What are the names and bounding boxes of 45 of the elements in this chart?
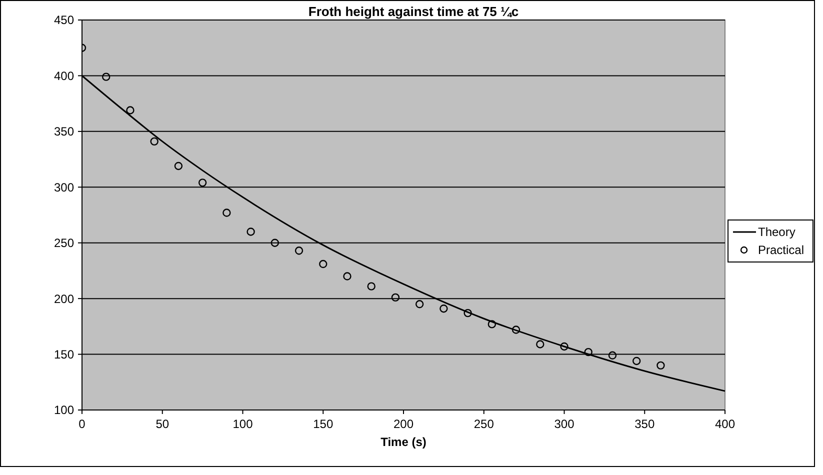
point [584, 348, 592, 356]
point [246, 228, 255, 236]
y-tick-label: 350 [54, 124, 74, 139]
point [536, 340, 544, 348]
point [560, 342, 568, 351]
y-tick-label: 450 [54, 13, 74, 28]
point [102, 72, 110, 81]
point [656, 361, 665, 370]
x-tick-label: 250 [474, 417, 494, 431]
point [343, 272, 352, 280]
point [270, 238, 279, 247]
point [294, 246, 304, 255]
y-tick-label: 400 [54, 68, 74, 83]
point [440, 304, 448, 313]
point [222, 208, 231, 217]
x-tick-label: 300 [554, 417, 575, 431]
x-tick-label: 400 [714, 417, 736, 431]
x-tick-label: 350 [634, 417, 655, 431]
point [174, 162, 183, 170]
point [488, 320, 496, 328]
x-tick-label: 100 [232, 417, 254, 431]
point [391, 293, 400, 302]
point [415, 300, 424, 308]
point [150, 137, 158, 146]
x-tick-label: 50 [156, 417, 170, 431]
point [608, 351, 617, 360]
point [464, 308, 472, 318]
y-tick-label: 100 [54, 403, 74, 418]
y-tick-label: 300 [54, 180, 74, 194]
point [319, 260, 328, 268]
y-tick-label: 200 [54, 292, 74, 306]
point [632, 356, 641, 366]
point [512, 326, 520, 334]
point [367, 282, 376, 290]
y-tick-label: 250 [54, 236, 74, 250]
point [126, 106, 134, 114]
chart-title: Froth height against time at 75 ¼c [308, 4, 519, 19]
y-tick-label: 150 [54, 347, 74, 362]
x-tick-label: 150 [313, 417, 334, 431]
x-axis-title: Time (s) [380, 435, 426, 449]
x-tick-label: 0 [78, 417, 86, 431]
legend-label: Theory [758, 225, 796, 240]
point [198, 178, 207, 187]
legend-label: Practical [758, 243, 804, 258]
x-tick-label: 200 [393, 417, 414, 431]
